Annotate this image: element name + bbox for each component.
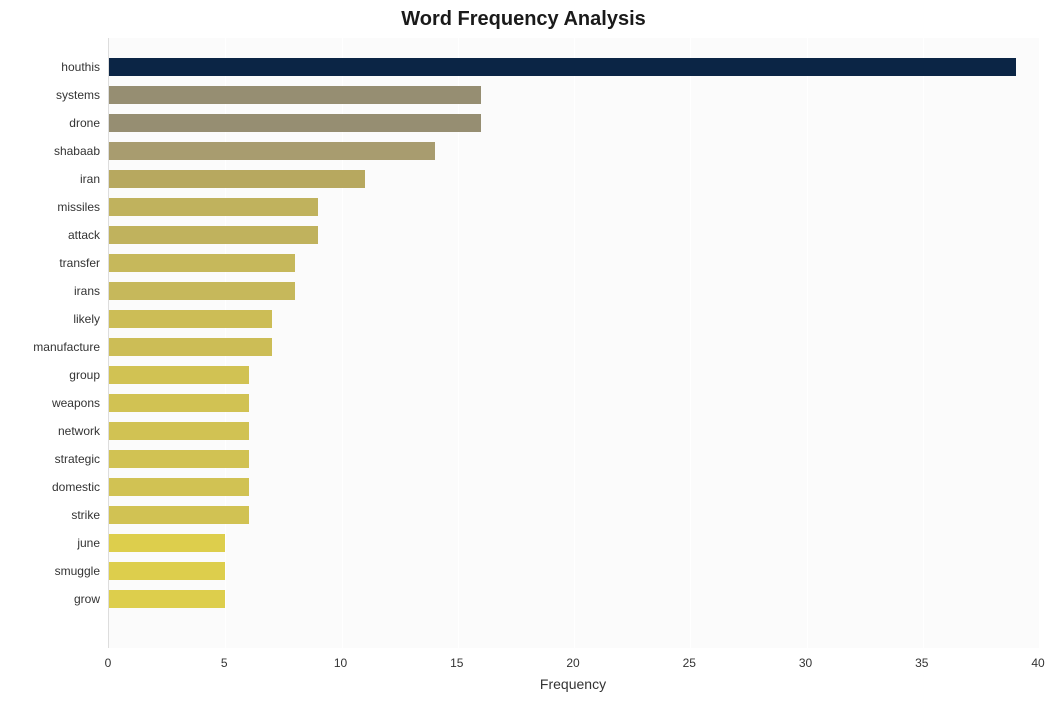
gridline	[807, 38, 808, 648]
y-tick-label: irans	[0, 285, 100, 297]
bar	[109, 58, 1016, 76]
bar	[109, 198, 318, 216]
gridline	[690, 38, 691, 648]
plot-area	[108, 38, 1039, 648]
bar	[109, 478, 249, 496]
bar	[109, 534, 225, 552]
bar	[109, 450, 249, 468]
bar	[109, 254, 295, 272]
x-tick-label: 0	[105, 656, 112, 670]
x-tick-label: 20	[566, 656, 579, 670]
y-tick-label: grow	[0, 593, 100, 605]
bar	[109, 422, 249, 440]
y-tick-label: missiles	[0, 201, 100, 213]
y-tick-label: drone	[0, 117, 100, 129]
chart-title: Word Frequency Analysis	[0, 8, 1047, 31]
y-tick-label: weapons	[0, 397, 100, 409]
y-tick-label: strike	[0, 509, 100, 521]
gridline	[574, 38, 575, 648]
y-tick-label: iran	[0, 173, 100, 185]
x-tick-label: 30	[799, 656, 812, 670]
y-tick-label: group	[0, 369, 100, 381]
chart-container: Word Frequency Analysis Frequency 0 5 10 15…	[0, 0, 1047, 701]
y-tick-label: houthis	[0, 61, 100, 73]
y-tick-label: domestic	[0, 481, 100, 493]
gridline	[923, 38, 924, 648]
x-tick-label: 5	[221, 656, 228, 670]
bar	[109, 506, 249, 524]
bar	[109, 86, 481, 104]
x-tick-label: 10	[334, 656, 347, 670]
bar	[109, 590, 225, 608]
bar	[109, 394, 249, 412]
x-tick-label: 25	[683, 656, 696, 670]
bar	[109, 338, 272, 356]
bar	[109, 282, 295, 300]
y-tick-label: attack	[0, 229, 100, 241]
y-tick-label: transfer	[0, 257, 100, 269]
x-tick-label: 35	[915, 656, 928, 670]
gridline	[1039, 38, 1040, 648]
y-tick-label: shabaab	[0, 145, 100, 157]
bar	[109, 114, 481, 132]
x-tick-label: 15	[450, 656, 463, 670]
y-tick-label: smuggle	[0, 565, 100, 577]
bar	[109, 142, 435, 160]
bar	[109, 562, 225, 580]
bar	[109, 170, 365, 188]
bar	[109, 366, 249, 384]
x-tick-label: 40	[1031, 656, 1044, 670]
y-tick-label: likely	[0, 313, 100, 325]
y-tick-label: systems	[0, 89, 100, 101]
y-tick-label: strategic	[0, 453, 100, 465]
y-tick-label: network	[0, 425, 100, 437]
x-axis-label: Frequency	[108, 676, 1038, 692]
bar	[109, 226, 318, 244]
y-tick-label: june	[0, 537, 100, 549]
y-tick-label: manufacture	[0, 341, 100, 353]
bar	[109, 310, 272, 328]
